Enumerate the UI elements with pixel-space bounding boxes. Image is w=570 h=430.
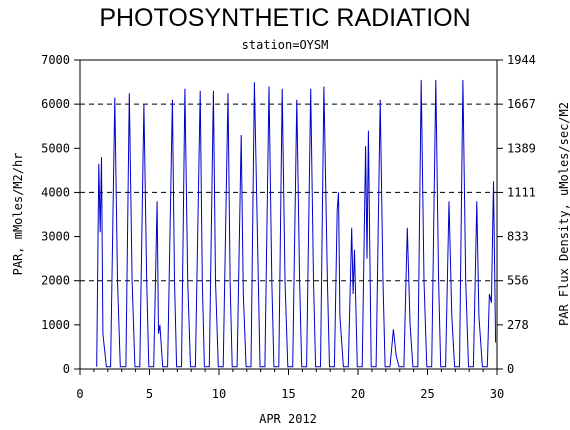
x-tick-label: 25 [420, 387, 434, 401]
x-tick-label: 0 [76, 387, 83, 401]
chart-title: PHOTOSYNTHETIC RADIATION [99, 4, 471, 32]
y-tick-left-label: 3000 [41, 230, 70, 244]
x-tick-label: 30 [490, 387, 504, 401]
y-tick-left-label: 0 [63, 362, 70, 376]
y-tick-left-label: 4000 [41, 185, 70, 199]
y-tick-right-label: 1667 [507, 97, 536, 111]
y-tick-right-label: 556 [507, 274, 529, 288]
y-tick-left-label: 2000 [41, 274, 70, 288]
y-tick-left-label: 1000 [41, 318, 70, 332]
y-tick-right-label: 278 [507, 318, 529, 332]
y-tick-right-label: 1944 [507, 53, 536, 67]
x-tick-label: 5 [146, 387, 153, 401]
series-group [96, 79, 497, 368]
y-axis-right-label: PAR Flux Density, uMoles/sec/M2 [557, 102, 570, 326]
y-tick-right-label: 1111 [507, 185, 536, 199]
x-tick-label: 10 [212, 387, 226, 401]
y-axis-left-label: PAR, mMoles/M2/hr [11, 153, 25, 276]
x-tick-label: 20 [351, 387, 365, 401]
y-tick-left-label: 7000 [41, 53, 70, 67]
chart-subtitle: station=OYSM [241, 38, 329, 52]
y-axis-left-ticks: 0 1000 2000 3000 4000 5000 6000 7000 [41, 53, 80, 376]
y-tick-right-label: 833 [507, 230, 529, 244]
x-tick-label: 15 [281, 387, 295, 401]
y-tick-left-label: 5000 [41, 141, 70, 155]
x-axis-ticks: 0 5 10 15 20 25 30 [76, 369, 504, 401]
y-tick-right-label: 0 [507, 362, 514, 376]
y-axis-right-ticks: 0 278 556 833 1111 1389 1667 1944 [497, 53, 536, 376]
y-tick-left-label: 6000 [41, 97, 70, 111]
y-tick-right-label: 1389 [507, 141, 536, 155]
grid-lines [80, 103, 497, 282]
par-series-line [96, 79, 497, 368]
x-axis-label: APR 2012 [259, 412, 317, 426]
